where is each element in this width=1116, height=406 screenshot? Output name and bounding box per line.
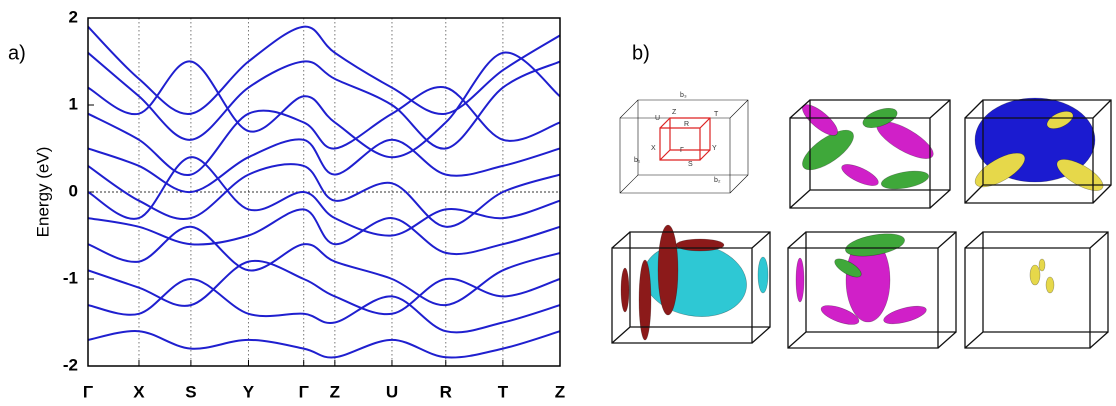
fermi-sheet [1030,265,1040,285]
y-tick-label: 0 [69,181,78,200]
band [88,52,560,157]
fermi-sheet [798,100,842,141]
band [88,279,560,332]
band [88,261,560,314]
band [88,87,560,175]
bz-label: b₁ [634,157,641,164]
fermi-sheet [639,260,651,340]
figure: a) b) Energy (eV) -2 -1 0 1 2 Γ X S Y Γ Z U R T Z b₃ U Z… [0,0,1116,406]
fermi-surfaces: b₃ U ZR T X Γ Y Sb₁ b₂ [612,92,1111,348]
fermi-sheet [676,239,724,251]
bz-label: X [651,145,656,152]
x-tick-label: Γ [299,382,309,401]
fermi-sheet [1046,277,1054,293]
panel-label: b) [632,42,650,64]
fermi-sheet [880,168,930,192]
bz-label: Y [712,145,717,152]
zone-edge [965,232,1108,348]
bz-label: Z [672,109,677,116]
x-tick-label: Z [330,382,340,401]
x-tick-label: T [498,382,509,401]
band [88,53,560,149]
y-tick-label: -2 [63,355,78,374]
bz-label: S [688,161,693,168]
fermi-sheet [1039,259,1045,271]
fermi-sheet [839,160,881,190]
brillouin-zone [620,100,748,193]
fermi-sheet [758,257,768,293]
fermi-sheet [882,303,928,328]
fermi-sheet [658,225,678,315]
x-tick-label: R [440,382,452,401]
fermi-sheet [796,258,804,302]
x-tick-label: X [133,382,145,401]
y-axis-label: Energy (eV) [33,147,52,238]
bz-label: b₃ [680,92,687,99]
zone-edge [620,100,748,193]
bz-label: U [655,115,660,122]
y-tick-label: 2 [69,7,78,26]
band [88,139,560,192]
x-tick-label: Z [555,382,565,401]
fermi-sheet [621,268,629,312]
x-tick-label: Γ [83,382,93,401]
panel-label: a) [8,42,26,64]
x-tick-label: S [185,382,196,401]
x-tick-label: U [386,382,398,401]
bz-label: R [684,121,689,128]
band [88,331,560,357]
x-tick-label: Y [243,382,255,401]
plot: -2 -1 0 1 2 Γ X S Y Γ Z U R T Z [63,7,565,401]
bz-label: T [714,111,719,118]
bz-label: b₂ [714,177,721,184]
y-tick-label: 1 [69,94,78,113]
brillouin-zone [965,232,1108,348]
bz-label: Γ [680,147,684,154]
y-tick-label: -1 [63,268,78,287]
